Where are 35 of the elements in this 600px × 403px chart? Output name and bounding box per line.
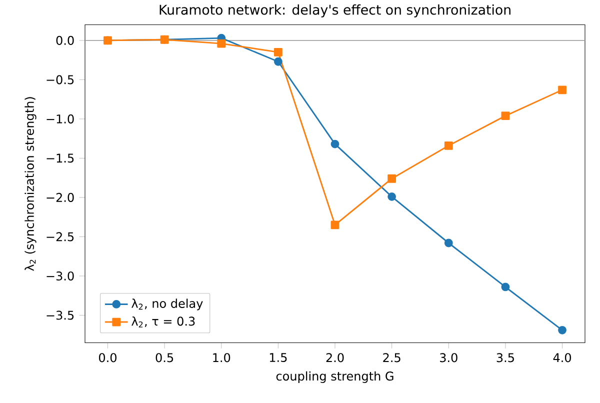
y-tick-label: −1.5 [46,154,74,163]
point [388,192,396,202]
point [444,142,453,150]
point [558,326,566,334]
x-tick-label: 0.5 [156,353,174,362]
x-tick-label: 2.0 [326,353,344,362]
y-tick-label: −2.0 [46,193,74,202]
point [274,58,282,66]
point [444,238,453,248]
point [388,174,396,183]
point [501,282,510,292]
x-tick-label: 4.0 [553,353,572,362]
point [330,140,340,148]
y-tick-label: −3.5 [46,310,74,320]
point [501,112,510,120]
chart-title: Kuramoto network: delay's effect on synchronization [160,4,510,18]
x-tick-label: 1.5 [270,353,287,362]
y-tick-label: −0.5 [46,75,74,84]
point [217,40,226,48]
y-tick-label: −2.5 [46,232,74,242]
x-tick-label: 3.0 [440,353,458,362]
y-tick-label: −1.0 [46,114,74,124]
point [330,220,340,230]
x-tick-label: 2.5 [383,353,400,362]
x-tick-label: 0.0 [98,353,116,362]
legend-label: λ$_{2}$, τ = 0.3 [132,316,195,328]
x-axis-title: coupling strength G [276,371,394,384]
x-tick-label: 1.0 [213,353,230,362]
legend-label: λ$_{2}$, no delay [132,298,203,310]
y-tick-label: 0.0 [56,36,74,46]
point [274,48,282,57]
y-tick-label: −3.0 [46,272,74,281]
y-axis-title: λ$_{2}$ (synchronization strength) [24,97,36,272]
point [558,86,566,94]
x-tick-label: 3.5 [496,353,514,362]
